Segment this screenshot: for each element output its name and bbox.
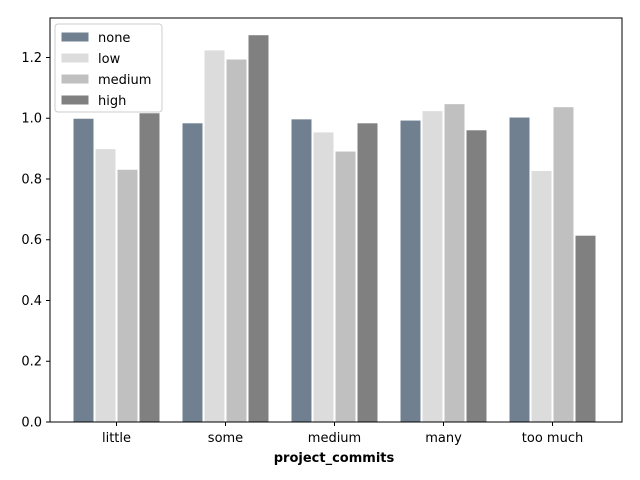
y-axis: 0.0 0.2 0.4 0.6 0.8 1.0 1.2 [21,51,50,431]
x-axis-title: project_commits [274,451,395,466]
bar-none-many [399,119,422,423]
bar-none-some [181,122,204,423]
x-tick-label: medium [308,431,361,446]
legend-swatch-none [60,31,90,43]
legend-label-none: none [98,31,130,46]
x-tick-label: too much [522,431,583,446]
y-tick-label: 0.2 [21,355,42,370]
legend-label-low: low [98,52,121,67]
bar-high-some [247,34,270,423]
legend-swatch-low [60,52,90,64]
y-tick-label: 0.0 [21,416,42,431]
bar-low-many [421,110,444,423]
legend-swatch-medium [60,73,90,85]
y-tick-label: 1.0 [21,112,42,127]
y-tick-label: 0.6 [21,233,42,248]
bar-medium-many [443,103,466,423]
bar-medium-medium [334,150,357,423]
legend: none low medium high [54,23,163,113]
legend-label-medium: medium [98,73,151,88]
bar-high-many [465,129,488,423]
bar-low-little [94,148,117,423]
y-tick-label: 0.4 [21,294,42,309]
legend-swatch-high [60,94,90,106]
y-tick-label: 1.2 [21,51,42,66]
bar-medium-some [225,58,248,423]
bar-none-little [72,117,95,423]
bar-low-too-much [530,169,553,423]
x-tick-label: many [425,431,462,446]
bar-none-medium [290,118,313,423]
x-axis: little some medium many too much [102,422,583,446]
bar-low-some [203,49,226,423]
bar-medium-little [116,168,139,423]
bar-high-little [138,112,161,423]
y-tick-label: 0.8 [21,172,42,187]
plot-frame [49,17,623,423]
legend-box [54,23,163,113]
bar-high-medium [356,122,379,423]
bars-layer [72,34,597,423]
bar-low-medium [312,131,335,423]
legend-label-high: high [98,94,126,109]
bar-high-too-much [574,234,597,423]
x-tick-label: little [102,431,131,446]
bar-medium-too-much [552,106,575,423]
bar-none-too-much [508,116,531,423]
x-tick-label: some [208,431,243,446]
